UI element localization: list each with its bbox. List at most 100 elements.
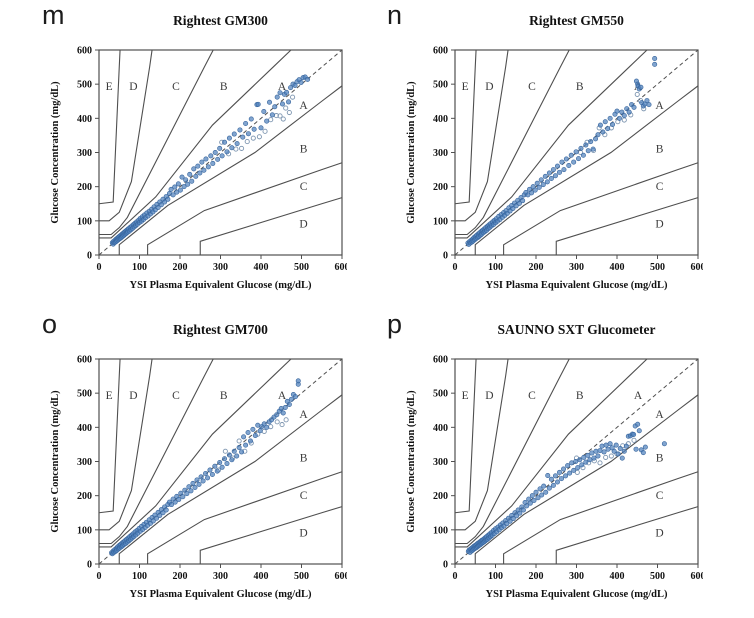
data-point bbox=[219, 153, 225, 159]
data-point bbox=[162, 199, 168, 205]
data-point bbox=[527, 500, 533, 506]
data-point bbox=[646, 102, 652, 108]
data-point-open bbox=[222, 448, 228, 454]
data-point bbox=[188, 488, 194, 494]
data-point bbox=[601, 449, 607, 455]
scatter-chart-o: YSI Plasma Equivalent Glucose (mg/dL) Gl… bbox=[50, 355, 347, 601]
data-point bbox=[176, 496, 182, 502]
data-point bbox=[631, 104, 637, 110]
data-point-open bbox=[250, 135, 256, 141]
zone-label-A: A bbox=[278, 81, 287, 93]
data-point bbox=[209, 471, 215, 477]
data-point bbox=[163, 507, 169, 513]
data-point bbox=[616, 115, 622, 121]
zone-label-A: A bbox=[655, 409, 664, 421]
data-point bbox=[286, 401, 292, 407]
x-tick-label: 0 bbox=[97, 571, 102, 582]
y-tick-label: 400 bbox=[77, 114, 92, 125]
data-point bbox=[635, 421, 641, 427]
panel-m: m Rightest GM300 YSI Plasma Equivalent G… bbox=[0, 0, 377, 309]
zone-label-A: A bbox=[278, 390, 287, 402]
y-tick-label: 100 bbox=[433, 525, 448, 536]
data-point bbox=[642, 444, 648, 450]
data-point bbox=[175, 181, 181, 187]
data-point-open bbox=[631, 437, 637, 443]
data-point-open bbox=[277, 113, 283, 119]
y-tick-label: 400 bbox=[77, 423, 92, 434]
data-point bbox=[255, 422, 261, 428]
x-axis-label: YSI Plasma Equivalent Glucose (mg/dL) bbox=[129, 589, 312, 600]
data-point-open bbox=[262, 128, 268, 134]
x-tick-label: 100 bbox=[488, 571, 503, 582]
data-point bbox=[597, 448, 603, 454]
data-point bbox=[607, 441, 613, 447]
zone-label-B: B bbox=[220, 390, 228, 402]
data-point bbox=[267, 99, 273, 105]
y-tick-label: 0 bbox=[443, 251, 448, 262]
x-tick-label: 0 bbox=[453, 262, 458, 273]
data-point bbox=[541, 483, 547, 489]
data-point bbox=[631, 432, 637, 438]
zone-boundary-CD-lower bbox=[555, 506, 699, 564]
data-point bbox=[255, 101, 261, 107]
data-point bbox=[531, 497, 537, 503]
data-point bbox=[288, 85, 294, 91]
data-point bbox=[231, 131, 237, 137]
y-tick-label: 400 bbox=[433, 423, 448, 434]
data-point bbox=[633, 446, 639, 452]
data-point-open bbox=[268, 424, 274, 430]
zone-boundary-CD-upper bbox=[99, 49, 153, 222]
zone-boundary-AB-upper bbox=[99, 358, 292, 548]
data-point bbox=[529, 190, 535, 196]
data-point bbox=[600, 129, 606, 135]
zone-boundary-DE-upper bbox=[454, 49, 477, 205]
plot-border bbox=[98, 49, 343, 256]
panel-title-n: Rightest GM550 bbox=[529, 13, 624, 28]
data-point bbox=[186, 484, 192, 490]
y-tick-label: 100 bbox=[433, 216, 448, 227]
data-point bbox=[155, 205, 161, 211]
data-point bbox=[571, 159, 577, 165]
data-point bbox=[192, 484, 198, 490]
x-axis-label: YSI Plasma Equivalent Glucose (mg/dL) bbox=[485, 280, 668, 291]
data-point bbox=[588, 139, 594, 145]
data-point bbox=[264, 118, 270, 124]
data-point bbox=[575, 465, 581, 471]
data-point bbox=[652, 56, 658, 62]
y-tick-label: 300 bbox=[77, 148, 92, 159]
data-point bbox=[190, 480, 196, 486]
data-point bbox=[205, 164, 211, 170]
data-point-open bbox=[574, 469, 580, 475]
data-point bbox=[525, 192, 531, 198]
data-point bbox=[597, 122, 603, 128]
data-point bbox=[589, 450, 595, 456]
data-point bbox=[277, 90, 283, 96]
data-point bbox=[219, 464, 225, 470]
data-point bbox=[520, 198, 526, 204]
data-point bbox=[605, 446, 611, 452]
plot-border bbox=[454, 49, 699, 256]
zone-label-B: B bbox=[656, 144, 664, 156]
data-point bbox=[542, 173, 548, 179]
data-point bbox=[172, 499, 178, 505]
x-tick-label: 0 bbox=[453, 571, 458, 582]
y-tick-label: 500 bbox=[77, 389, 92, 400]
data-point bbox=[217, 460, 223, 466]
plot-border bbox=[98, 358, 343, 565]
data-point-open bbox=[233, 146, 239, 152]
y-axis-label: Glucose Concentration (mg/dL) bbox=[50, 81, 61, 224]
data-point bbox=[587, 457, 593, 463]
data-point bbox=[224, 461, 230, 467]
data-point-open bbox=[279, 422, 285, 428]
panel-title-p: SAUNNO SXT Glucometer bbox=[497, 322, 656, 337]
data-point bbox=[529, 493, 535, 499]
data-point bbox=[593, 136, 599, 142]
data-point bbox=[189, 178, 195, 184]
y-axis-label: Glucose Concentration (mg/dL) bbox=[406, 390, 417, 533]
panel-title-o: Rightest GM700 bbox=[173, 322, 268, 337]
zone-label-A: A bbox=[299, 409, 308, 421]
x-tick-label: 600 bbox=[335, 262, 348, 273]
zone-label-A: A bbox=[634, 390, 643, 402]
data-point bbox=[205, 475, 211, 481]
zone-label-B: B bbox=[576, 81, 584, 93]
